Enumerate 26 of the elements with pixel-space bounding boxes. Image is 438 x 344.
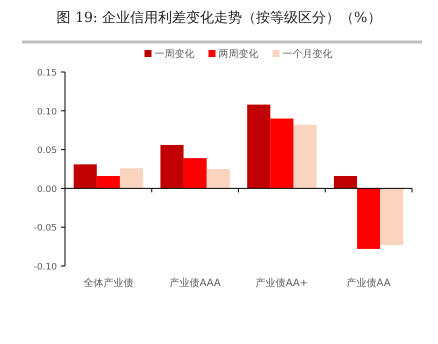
legend-label: 一周变化 bbox=[154, 48, 194, 60]
y-tick-label: 0.15 bbox=[36, 68, 57, 78]
bar bbox=[184, 158, 207, 188]
legend-label: 一个月变化 bbox=[282, 48, 332, 60]
chart-title: 图 19: 企业信用利差变化走势（按等级区分）（%） bbox=[56, 10, 382, 26]
bar bbox=[380, 188, 404, 246]
bar bbox=[293, 124, 317, 188]
y-tick-label: 0.05 bbox=[36, 146, 57, 156]
y-tick-label: 0.00 bbox=[36, 184, 58, 195]
x-tick-label: 产业债AAA bbox=[170, 277, 221, 289]
bar bbox=[120, 168, 144, 188]
legend-label: 两周变化 bbox=[218, 48, 258, 60]
bar bbox=[206, 169, 230, 188]
bar bbox=[160, 144, 184, 188]
x-tick-label: 产业债AA bbox=[346, 277, 391, 289]
bar bbox=[96, 176, 120, 188]
bar bbox=[270, 118, 294, 188]
y-tick-label: -0.05 bbox=[34, 224, 57, 234]
x-tick-label: 产业债AA+ bbox=[256, 277, 308, 289]
bar bbox=[334, 176, 358, 188]
bar bbox=[357, 188, 380, 249]
bar bbox=[74, 164, 97, 188]
x-tick-label: 全体产业债 bbox=[83, 277, 134, 289]
y-tick-label: -0.10 bbox=[34, 262, 58, 272]
bar bbox=[247, 104, 270, 188]
y-tick-label: 0.10 bbox=[36, 107, 58, 118]
